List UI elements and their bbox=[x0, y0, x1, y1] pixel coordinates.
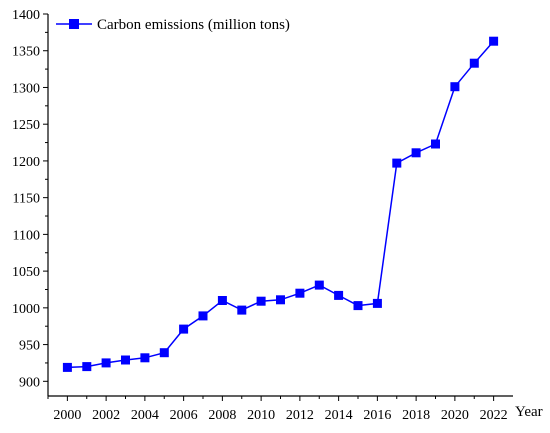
data-point-2004 bbox=[140, 353, 150, 363]
y-tick-label: 1050 bbox=[12, 265, 40, 280]
x-axis-title: Year bbox=[515, 404, 543, 420]
data-point-2019 bbox=[431, 139, 440, 149]
data-point-2015 bbox=[353, 301, 363, 311]
legend: Carbon emissions (million tons) bbox=[56, 17, 290, 33]
x-tick-label: 2016 bbox=[363, 408, 391, 423]
x-tick-label: 2004 bbox=[131, 408, 159, 423]
data-point-2012 bbox=[295, 288, 305, 298]
data-point-2003 bbox=[121, 355, 130, 365]
data-point-2020 bbox=[450, 82, 460, 92]
data-point-2002 bbox=[101, 358, 111, 368]
series-line bbox=[67, 40, 495, 369]
data-point-2008 bbox=[217, 296, 227, 305]
x-tick-label: 2012 bbox=[286, 408, 314, 423]
y-tick-label: 1350 bbox=[12, 45, 40, 60]
data-point-2009 bbox=[237, 305, 247, 315]
x-tick-label: 2002 bbox=[92, 408, 120, 423]
data-point-2022 bbox=[489, 36, 499, 46]
x-tick-label: 2008 bbox=[208, 408, 236, 423]
x-tick-label: 2006 bbox=[170, 408, 198, 423]
series-group bbox=[62, 36, 499, 372]
data-point-2017 bbox=[392, 158, 402, 168]
y-tick-label: 950 bbox=[19, 339, 40, 354]
data-point-2011 bbox=[276, 295, 285, 305]
data-point-2013 bbox=[314, 280, 324, 290]
y-tick-label: 1150 bbox=[13, 192, 40, 207]
y-tick-label: 1200 bbox=[12, 155, 40, 170]
x-tick-label: 2018 bbox=[402, 408, 430, 423]
y-tick-label: 900 bbox=[19, 375, 40, 390]
data-point-2006 bbox=[179, 324, 189, 334]
data-point-2005 bbox=[159, 348, 169, 358]
y-tick-label: 1250 bbox=[12, 118, 40, 133]
data-point-2016 bbox=[372, 298, 382, 308]
x-tick-label: 2010 bbox=[247, 408, 275, 423]
data-point-2001 bbox=[82, 362, 92, 372]
y-tick-label: 1000 bbox=[12, 302, 40, 317]
x-tick-label: 2000 bbox=[53, 408, 81, 423]
plot-frame bbox=[47, 14, 513, 397]
data-point-2000 bbox=[62, 362, 72, 372]
y-tick-label: 1400 bbox=[12, 8, 40, 23]
data-point-2014 bbox=[334, 290, 344, 300]
x-tick-label: 2014 bbox=[325, 408, 353, 423]
data-point-2021 bbox=[469, 58, 479, 68]
y-axis-ticks: 900 950 1000 1050 1100 1150 1200 1250 1300 1350 14… bbox=[12, 8, 48, 390]
legend-marker bbox=[69, 19, 79, 29]
data-point-2018 bbox=[411, 148, 421, 158]
data-point-2010 bbox=[256, 296, 266, 306]
legend-label: Carbon emissions (million tons) bbox=[97, 17, 290, 33]
data-point-2007 bbox=[198, 311, 208, 321]
y-tick-label: 1300 bbox=[12, 81, 40, 96]
x-axis-ticks: 2000 2002 2004 2006 2008 2010 2012 2014 2016 2018… bbox=[47, 396, 508, 423]
y-tick-label: 1100 bbox=[13, 228, 40, 243]
x-tick-label: 2020 bbox=[441, 408, 469, 423]
x-tick-label: 2022 bbox=[480, 408, 508, 423]
